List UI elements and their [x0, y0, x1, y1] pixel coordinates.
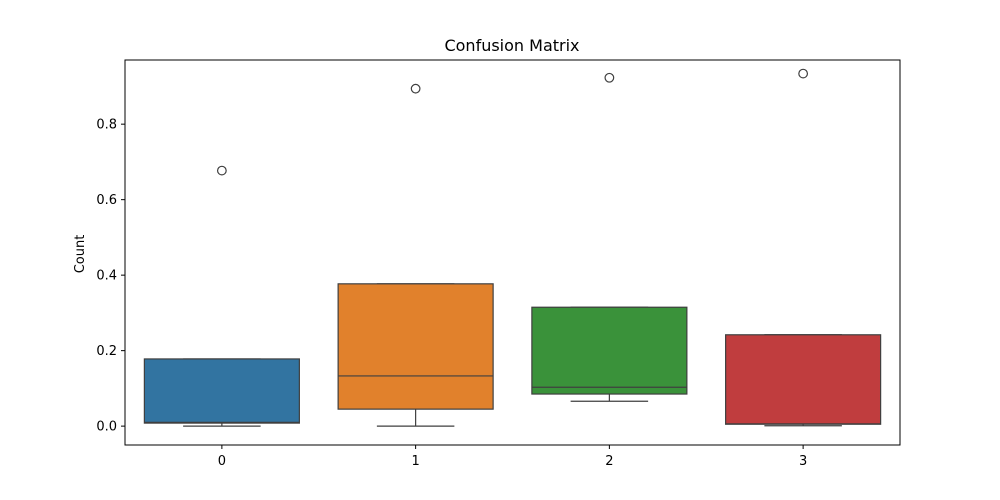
plot-frame	[124, 59, 901, 446]
y-tick-label: 0.6	[96, 193, 117, 208]
x-tick-label: 1	[411, 454, 419, 469]
box-group-2	[531, 72, 688, 402]
y-tick-label: 0.4	[96, 269, 117, 284]
y-axis-label: Count	[73, 235, 88, 274]
outlier-point	[604, 72, 615, 83]
x-tick-label: 0	[218, 454, 226, 469]
box-0	[143, 358, 300, 424]
y-tick-label: 0.8	[96, 118, 117, 133]
outlier-point	[410, 83, 421, 94]
outlier-point	[798, 68, 809, 79]
axes: 0.0 0.2 0.4 0.6 0.8 0 1 2 3	[96, 59, 901, 469]
x-tick-label: 2	[605, 454, 613, 469]
box-1	[337, 283, 494, 410]
outlier-point	[216, 165, 227, 176]
y-tick-label: 0.2	[96, 344, 117, 359]
x-tick-label: 3	[799, 454, 807, 469]
box-group-0	[143, 165, 300, 427]
box-group-3	[725, 68, 882, 427]
box-group-1	[337, 83, 494, 427]
box-2	[531, 306, 688, 395]
chart-title: Confusion Matrix	[444, 36, 579, 55]
y-tick-label: 0.0	[96, 420, 117, 435]
box-3	[725, 334, 882, 425]
plot-marks	[143, 68, 882, 427]
